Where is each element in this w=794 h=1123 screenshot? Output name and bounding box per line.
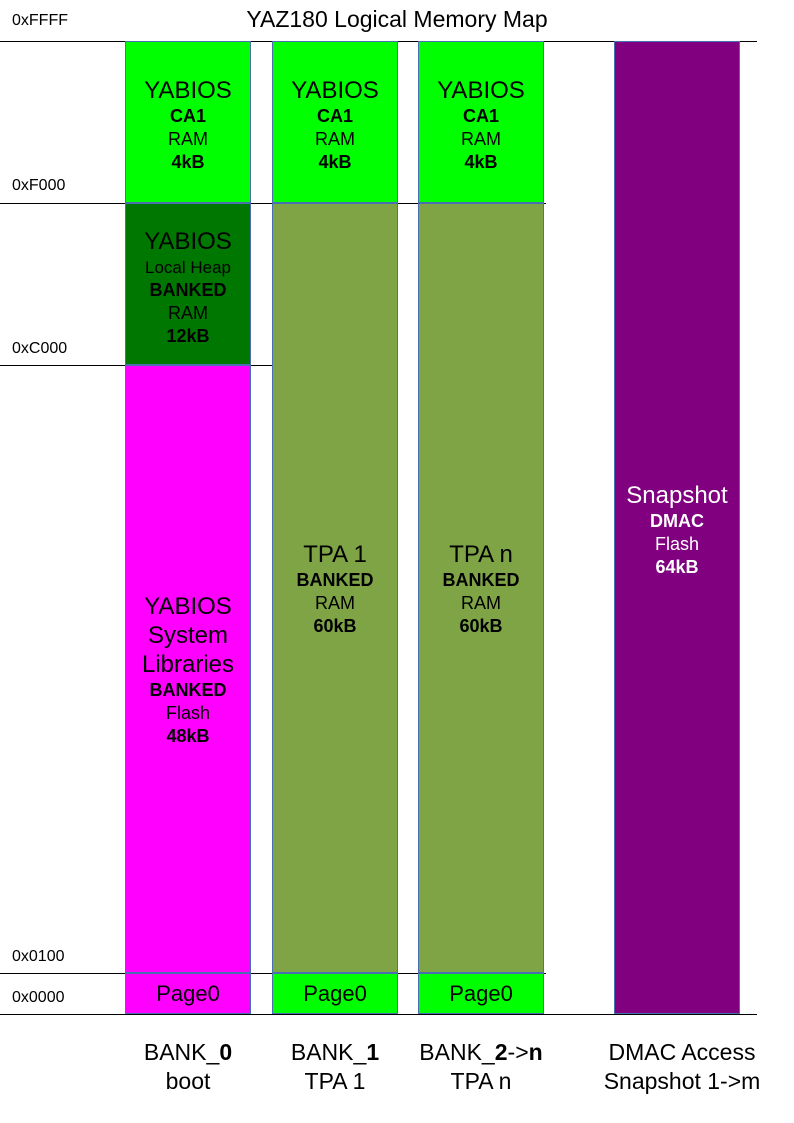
block-title: YABIOS [144,593,232,620]
dmac-label: DMAC Access Snapshot 1->m [586,1038,778,1096]
bank-label-prefix: BANK_ [290,1039,367,1065]
block-banked: BANKED [149,280,227,300]
address-label-0000: 0x0000 [12,989,65,1006]
block-banked: BANKED [149,680,227,700]
block-size: 4kB [464,152,498,172]
block-size: 48kB [166,726,210,746]
block-title-line2: System [147,622,228,649]
address-label-c000: 0xC000 [12,340,68,357]
block-title: YABIOS [144,77,232,104]
block-type: RAM [168,303,208,323]
block-size: 12kB [166,326,210,346]
bank0-local-heap-block: YABIOS Local Heap BANKED RAM 12kB [125,203,251,365]
block-title: TPA 1 [303,541,367,568]
bank2-tpa-block: TPA n BANKED RAM 60kB [418,203,544,973]
bank0-yabios-ca1-block: YABIOS CA1 RAM 4kB [125,41,251,203]
block-title: YABIOS [291,77,379,104]
address-label-ffff: 0xFFFF [12,12,68,29]
bank-label-prefix: BANK_ [419,1039,495,1065]
page0-label: Page0 [303,980,367,1006]
bank-label-prefix: BANK_ [143,1039,220,1065]
block-subtitle: CA1 [462,106,499,126]
block-type: RAM [315,129,355,149]
block-size: 60kB [459,616,503,636]
bank-label-arrow: -> [507,1039,529,1065]
bank1-label: BANK_1 TPA 1 [259,1038,411,1096]
dmac-label-line2: Snapshot 1->m [603,1068,761,1094]
block-title-line3: Libraries [141,651,235,678]
bank-label-subtitle: TPA n [450,1068,512,1094]
block-type: Flash [165,703,210,723]
block-banked: BANKED [442,570,520,590]
dmac-label-line1: DMAC Access [608,1039,756,1065]
block-size: 64kB [655,557,699,577]
address-label-0100: 0x0100 [12,948,65,965]
bank2-yabios-ca1-block: YABIOS CA1 RAM 4kB [418,41,544,203]
bank-label-subtitle: TPA 1 [304,1068,366,1094]
block-title: Snapshot [626,482,728,509]
page0-label: Page0 [156,980,220,1006]
bank1-yabios-ca1-block: YABIOS CA1 RAM 4kB [272,41,398,203]
page0-label: Page0 [449,980,513,1006]
bank1-tpa-block: TPA 1 BANKED RAM 60kB [272,203,398,973]
bank2-page0-block: Page0 [418,973,544,1014]
block-size: 4kB [171,152,205,172]
bank0-system-libraries-block: YABIOS System Libraries BANKED Flash 48k… [125,365,251,973]
boundary-line-0000 [0,1014,757,1015]
bank-label-number: 0 [219,1039,233,1065]
block-size: 4kB [318,152,352,172]
bank2-label: BANK_2->n TPA n [398,1038,564,1096]
bank-label-subtitle: boot [165,1068,211,1094]
block-subtitle: CA1 [169,106,206,126]
bank0-label: BANK_0 boot [112,1038,264,1096]
bank-label-end: n [528,1039,543,1065]
block-banked: BANKED [296,570,374,590]
block-type: RAM [315,593,355,613]
bank-label-number: 1 [366,1039,380,1065]
block-subtitle: DMAC [650,511,704,531]
bank0-page0-block: Page0 [125,973,251,1014]
block-type: RAM [461,129,501,149]
block-size: 60kB [313,616,357,636]
block-subtitle: Local Heap [144,258,231,277]
block-type: RAM [461,593,501,613]
block-title: TPA n [449,541,513,568]
block-title: YABIOS [437,77,525,104]
bank1-page0-block: Page0 [272,973,398,1014]
block-title: YABIOS [144,228,232,255]
bank-label-number: 2 [494,1039,508,1065]
address-label-f000: 0xF000 [12,177,66,194]
block-type: Flash [654,534,699,554]
dmac-snapshot-block: Snapshot DMAC Flash 64kB [614,41,740,1014]
block-subtitle: CA1 [316,106,353,126]
diagram-title: YAZ180 Logical Memory Map [246,6,548,32]
block-type: RAM [168,129,208,149]
